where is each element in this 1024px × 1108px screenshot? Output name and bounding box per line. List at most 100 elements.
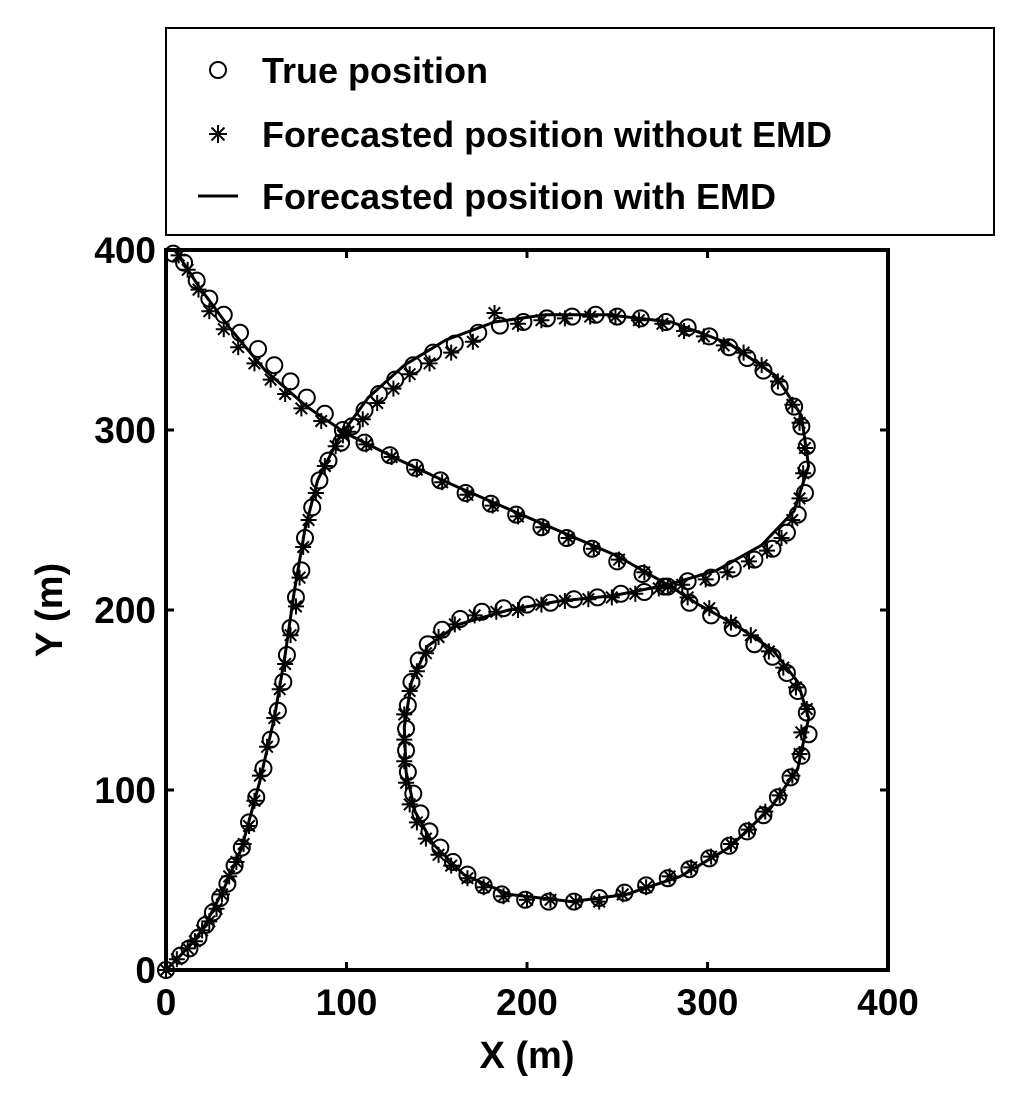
plot-area	[157, 244, 818, 979]
forecast-without-emd-point	[430, 846, 447, 863]
star-stroke	[663, 869, 677, 883]
star-stroke	[536, 520, 550, 534]
star-stroke	[410, 664, 424, 678]
star-stroke	[793, 491, 807, 505]
star-stroke	[762, 644, 776, 658]
star-stroke	[247, 356, 261, 370]
y-tick-label: 200	[94, 590, 156, 631]
star-stroke	[489, 605, 503, 619]
star-stroke	[253, 769, 267, 783]
forecast-without-emd-point	[556, 310, 573, 327]
forecast-without-emd-point	[401, 683, 418, 699]
forecast-without-emd-point	[262, 371, 279, 388]
star-stroke	[260, 740, 274, 754]
star-stroke	[435, 475, 449, 489]
star-stroke	[370, 396, 384, 410]
true-position-point	[443, 853, 462, 871]
star-stroke	[760, 544, 774, 558]
forecast-without-emd-point	[168, 951, 185, 968]
star-stroke	[181, 263, 195, 277]
series-star	[158, 247, 815, 978]
star-stroke	[798, 441, 812, 455]
star-stroke	[359, 437, 373, 451]
forecast-without-emd-point	[186, 933, 203, 950]
forecast-without-emd-point	[722, 836, 739, 852]
star-stroke	[681, 590, 695, 604]
true-position-point	[631, 309, 650, 328]
true-position-point	[788, 682, 807, 700]
star-stroke	[410, 463, 424, 477]
star-stroke	[210, 902, 224, 916]
star-stroke	[293, 571, 307, 585]
star-stroke	[758, 805, 772, 819]
star-stroke	[702, 601, 716, 615]
true-position-point	[456, 484, 475, 502]
forecast-without-emd-point	[228, 854, 245, 870]
forecast-without-emd-point	[408, 461, 425, 478]
forecast-without-emd-point	[771, 787, 788, 804]
star-stroke	[655, 317, 669, 331]
forecast-without-emd-point	[603, 589, 620, 606]
forecast-without-emd-point	[327, 438, 344, 455]
forecast-without-emd-point	[585, 540, 602, 557]
star-stroke	[432, 848, 446, 862]
star-stroke	[776, 661, 790, 675]
star-stroke	[699, 572, 713, 586]
star-stroke	[569, 895, 583, 909]
forecast-without-emd-point	[796, 440, 813, 456]
x-tick-label: 400	[857, 982, 919, 1023]
forecast-without-emd-point	[430, 629, 447, 645]
star-stroke	[444, 346, 458, 360]
forecast-without-emd-point	[757, 803, 774, 820]
forecast-without-emd-point	[654, 315, 671, 332]
star-stroke	[488, 306, 501, 320]
star-stroke	[215, 887, 229, 901]
star-stroke	[684, 860, 698, 874]
true-position-point	[700, 849, 719, 868]
star-stroke	[583, 310, 597, 324]
star-stroke	[237, 837, 251, 851]
forecast-without-emd-point	[661, 868, 678, 885]
star-stroke	[432, 630, 446, 644]
true-position-point	[795, 484, 814, 502]
true-position-point	[451, 610, 470, 628]
star-stroke	[771, 374, 785, 388]
star-stroke	[789, 680, 803, 694]
legend-label: Forecasted position without EMD	[262, 114, 832, 155]
true-position-point	[656, 313, 675, 331]
x-tick-label: 100	[316, 982, 378, 1023]
x-tick-label: 200	[496, 982, 558, 1023]
star-stroke	[520, 893, 534, 907]
star-stroke	[677, 324, 691, 338]
star-stroke	[202, 914, 216, 928]
star-stroke	[210, 126, 226, 142]
star-stroke	[511, 509, 525, 523]
star-stroke	[195, 923, 209, 937]
forecast-without-emd-point	[798, 701, 815, 717]
forecast-without-emd-point	[201, 913, 218, 930]
true-position-point	[231, 323, 250, 342]
legend-label: Forecasted position with EMD	[262, 176, 776, 217]
forecast-without-emd-point	[446, 616, 463, 633]
forecast-without-emd-point	[459, 486, 476, 503]
star-stroke	[497, 889, 511, 903]
star-stroke	[724, 837, 738, 851]
forecast-without-emd-point	[611, 551, 628, 568]
star-stroke	[637, 565, 651, 579]
star-stroke	[793, 747, 807, 761]
forecast-without-emd-point	[735, 344, 752, 361]
star-stroke	[302, 513, 316, 527]
forecast-without-emd-point	[509, 508, 526, 525]
true-position-point	[481, 494, 500, 513]
true-position-point	[608, 552, 627, 571]
forecast-without-emd-point	[791, 490, 808, 507]
true-position-point	[431, 471, 450, 490]
true-position-point	[265, 356, 284, 375]
star-stroke	[562, 531, 575, 545]
forecast-without-emd-point	[791, 746, 808, 762]
true-position-point	[615, 883, 634, 902]
star-stroke	[318, 459, 332, 473]
axes: 0 100 200 300 400 0 100 200 300 400 X (m) Y (m)	[29, 230, 919, 1077]
forecast-without-emd-point	[277, 386, 294, 402]
